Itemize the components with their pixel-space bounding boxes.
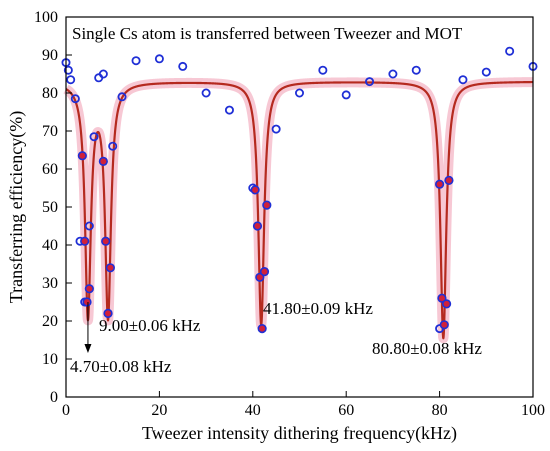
dip-data-point [259,267,270,277]
y-tick-label: 80 [42,85,58,102]
data-point [117,92,127,102]
dip-data-point [444,175,454,185]
data-point [70,94,80,104]
points-layer [61,46,538,334]
y-tick-label: 60 [42,161,58,178]
dip-data-point [82,297,92,307]
frequency-annotation: 4.70±0.08 kHz [70,357,172,376]
dip-data-point [84,284,94,294]
data-point [89,132,99,142]
y-tick-label: 70 [42,123,58,140]
y-tick-label: 40 [42,237,58,254]
dip-data-point [105,263,115,273]
dip-data-point [257,324,267,334]
x-axis-label: Tweezer intensity dithering frequency(kH… [142,423,457,444]
data-point [388,69,398,79]
dip-data-point [252,221,263,231]
chart-title: Single Cs atom is transferred between Tw… [72,24,463,43]
data-point [201,88,211,98]
data-point [411,65,421,75]
y-tick-label: 90 [42,47,58,64]
dip-data-point [101,236,111,246]
dip-data-point [77,151,87,161]
data-point [66,75,76,85]
data-point [271,124,281,134]
dip-data-point [435,179,445,189]
data-point [98,69,108,79]
dip-data-point [103,308,113,319]
y-tick-label: 100 [34,9,58,26]
dip-data-point [437,293,447,303]
dip-data-point [250,185,260,195]
data-point [108,141,118,151]
y-tick-label: 20 [42,313,58,330]
x-tick-label: 100 [521,402,545,419]
x-tick-label: 40 [245,402,261,419]
data-point [341,90,351,100]
x-tick-label: 0 [62,402,70,419]
y-tick-label: 30 [42,275,58,292]
data-point [178,61,188,71]
y-axis-label: Transferring efficiency(%) [6,111,27,303]
data-point [458,75,468,85]
data-point [481,67,491,77]
data-point [318,65,328,75]
dip-data-point [98,156,108,166]
data-point [224,105,234,115]
data-point [365,77,375,87]
dip-data-point [439,320,449,330]
ticks-layer: 0 20 40 60 80 100 0 10 20 30 40 50 60 70 80 90 100 [34,9,545,419]
dip-data-point [255,272,265,282]
y-tick-label: 50 [42,199,58,216]
frequency-annotation: 80.80±0.08 kHz [372,339,482,358]
y-tick-label: 10 [42,351,58,368]
x-tick-label: 20 [151,402,167,419]
dip-data-point [262,200,272,210]
data-point [63,65,73,75]
dip-data-point [80,236,90,246]
data-point [84,221,94,231]
frequency-annotation: 9.00±0.06 kHz [99,316,201,335]
lorentzian-fit-line [65,80,534,340]
data-point [505,46,515,56]
data-point [294,88,304,98]
annotations-layer: 9.00±0.06 kHz 41.80±0.09 kHz 80.80±0.08 kH… [70,299,482,376]
data-point [131,56,141,66]
x-tick-label: 80 [432,402,448,419]
fit-line-layer [65,80,534,340]
frequency-annotation: 41.80±0.09 kHz [263,299,373,318]
data-point [154,54,164,64]
y-tick-label: 0 [50,389,58,406]
dip-data-point [442,299,452,309]
annotation-arrowhead [84,344,92,353]
x-tick-label: 60 [338,402,354,419]
